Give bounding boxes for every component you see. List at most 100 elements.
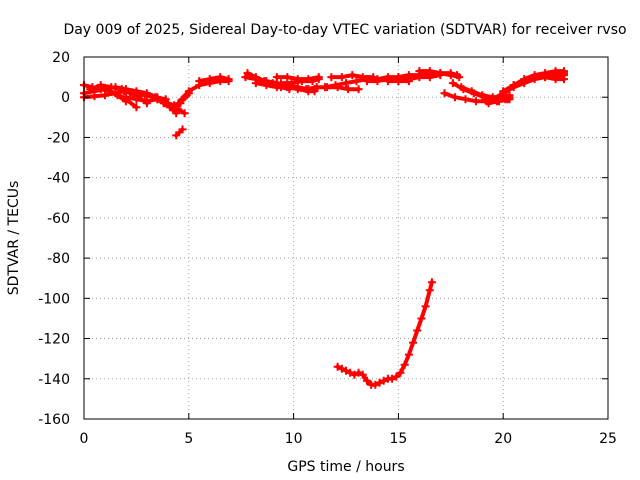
data-point [379, 376, 388, 385]
x-tick-label: 20 [494, 431, 512, 447]
data-point [371, 380, 380, 389]
data-point [505, 95, 514, 104]
data-point [331, 81, 340, 90]
data-point [327, 73, 336, 82]
data-point [352, 77, 361, 86]
data-point [297, 77, 306, 86]
x-tick-label: 10 [285, 431, 303, 447]
data-point [243, 69, 252, 78]
data-point [302, 85, 311, 94]
data-point [362, 77, 371, 86]
data-point [400, 360, 409, 369]
data-point [453, 71, 462, 80]
data-point [559, 67, 568, 76]
y-tick-label: -20 [47, 130, 70, 146]
y-tick-label: -80 [47, 251, 70, 267]
data-point [457, 83, 466, 92]
data-point [559, 75, 568, 84]
data-point [425, 67, 434, 76]
data-point [293, 85, 302, 94]
data-point [484, 99, 493, 108]
data-point [342, 79, 350, 88]
data-point [205, 75, 214, 84]
data-point [312, 83, 321, 92]
x-tick-label: 15 [389, 431, 407, 447]
data-point [530, 73, 539, 82]
data-point [180, 93, 189, 102]
chart-title: Day 009 of 2025, Sidereal Day-to-day VTE… [63, 22, 626, 38]
data-point [461, 95, 470, 104]
data-point [404, 71, 413, 80]
series-line [174, 91, 191, 110]
data-point [130, 89, 139, 98]
data-point [321, 83, 330, 92]
series-track-ai [333, 278, 436, 389]
data-series [80, 67, 568, 389]
series-track-z [415, 67, 462, 80]
data-point [132, 95, 141, 104]
data-point [478, 91, 487, 100]
data-point [342, 366, 350, 375]
data-point [448, 79, 457, 88]
data-point [132, 103, 141, 112]
data-point [161, 99, 170, 108]
y-tick-label: -160 [38, 412, 70, 428]
data-point [495, 97, 504, 106]
x-tick-label: 25 [599, 431, 617, 447]
data-point [415, 67, 424, 76]
data-point [287, 79, 296, 88]
y-tick-label: -120 [38, 332, 70, 348]
data-point [394, 73, 403, 82]
data-point [417, 314, 426, 323]
data-point [272, 73, 281, 82]
data-point [96, 81, 105, 90]
series-track-s [277, 75, 323, 88]
data-point [388, 374, 397, 383]
data-point [346, 368, 355, 377]
x-tick-label: 0 [80, 431, 89, 447]
x-tick-label: 5 [184, 431, 193, 447]
data-point [354, 85, 363, 94]
series-track-n [195, 73, 233, 86]
data-point [362, 376, 371, 385]
data-point [520, 77, 529, 86]
axis-ticks: 0 5 10 15 20 25 20 0 -20 -40 -60 -80 -100 -120 -140 -16… [38, 50, 617, 447]
data-point [121, 93, 130, 102]
data-point [172, 131, 181, 140]
plot-frame [83, 56, 609, 420]
data-point [427, 278, 436, 287]
y-tick-label: -100 [38, 291, 70, 307]
data-point [413, 326, 422, 335]
x-axis-label: GPS time / hours [287, 459, 404, 475]
data-point [153, 95, 162, 104]
data-point [262, 81, 271, 90]
y-axis-label: SDTVAR / TECUs [6, 181, 22, 296]
series-track-l [172, 125, 187, 140]
data-point [224, 75, 233, 84]
data-point [140, 91, 149, 100]
data-point [241, 73, 250, 82]
data-point [344, 85, 353, 94]
data-point [176, 99, 185, 108]
data-point [277, 79, 286, 88]
data-point [195, 77, 204, 86]
data-point [499, 87, 508, 96]
data-point [425, 286, 434, 295]
data-point [450, 93, 459, 102]
data-point [358, 370, 367, 379]
data-point [551, 75, 560, 84]
series-line [197, 75, 231, 84]
data-point [348, 71, 357, 80]
data-point [404, 350, 413, 359]
data-point [216, 73, 225, 82]
y-tick-label: -140 [38, 372, 70, 388]
data-point [509, 81, 518, 90]
data-point [180, 109, 189, 118]
data-point [354, 368, 363, 377]
data-point [446, 69, 455, 78]
data-point [350, 370, 359, 379]
data-point [467, 87, 476, 96]
data-point [383, 77, 392, 86]
data-point [409, 338, 418, 347]
